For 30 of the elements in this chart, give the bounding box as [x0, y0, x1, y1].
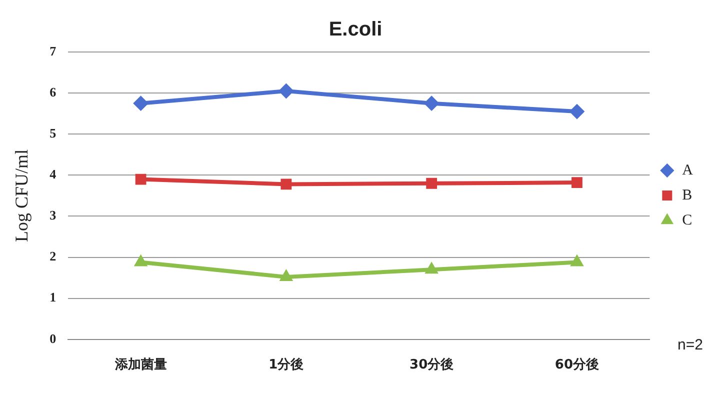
legend-label: B	[682, 187, 692, 204]
legend-label: C	[682, 212, 692, 228]
legend-label: A	[682, 162, 694, 178]
text: n=2	[678, 336, 703, 354]
x-tick-label: 添加菌量	[114, 358, 167, 373]
y-tick-label: 6	[50, 84, 57, 100]
point	[135, 174, 146, 185]
point	[134, 254, 148, 266]
point	[569, 104, 584, 120]
x-tick-label: 60分後	[554, 356, 600, 373]
y-tick-label: 3	[50, 208, 57, 223]
x-tick-label: 30分後	[410, 356, 454, 373]
point	[572, 177, 582, 188]
point	[570, 254, 584, 266]
point	[280, 269, 293, 281]
y-axis-title: Log CFU/ml	[12, 149, 32, 242]
y-tick-label: 5	[50, 125, 57, 140]
point	[133, 96, 148, 111]
point	[278, 84, 294, 99]
x-tick-label: 1分後	[268, 356, 304, 373]
y-tick-label: 2	[50, 248, 56, 264]
y-tick-label: 1	[50, 290, 56, 305]
point	[425, 262, 438, 274]
y-tick-label: 7	[50, 43, 57, 58]
point	[424, 96, 440, 111]
y-tick-label: 0	[50, 330, 56, 346]
chart-title: E.coli	[328, 18, 382, 41]
point	[280, 178, 292, 190]
y-tick-label: 4	[50, 166, 57, 182]
point	[426, 178, 438, 189]
